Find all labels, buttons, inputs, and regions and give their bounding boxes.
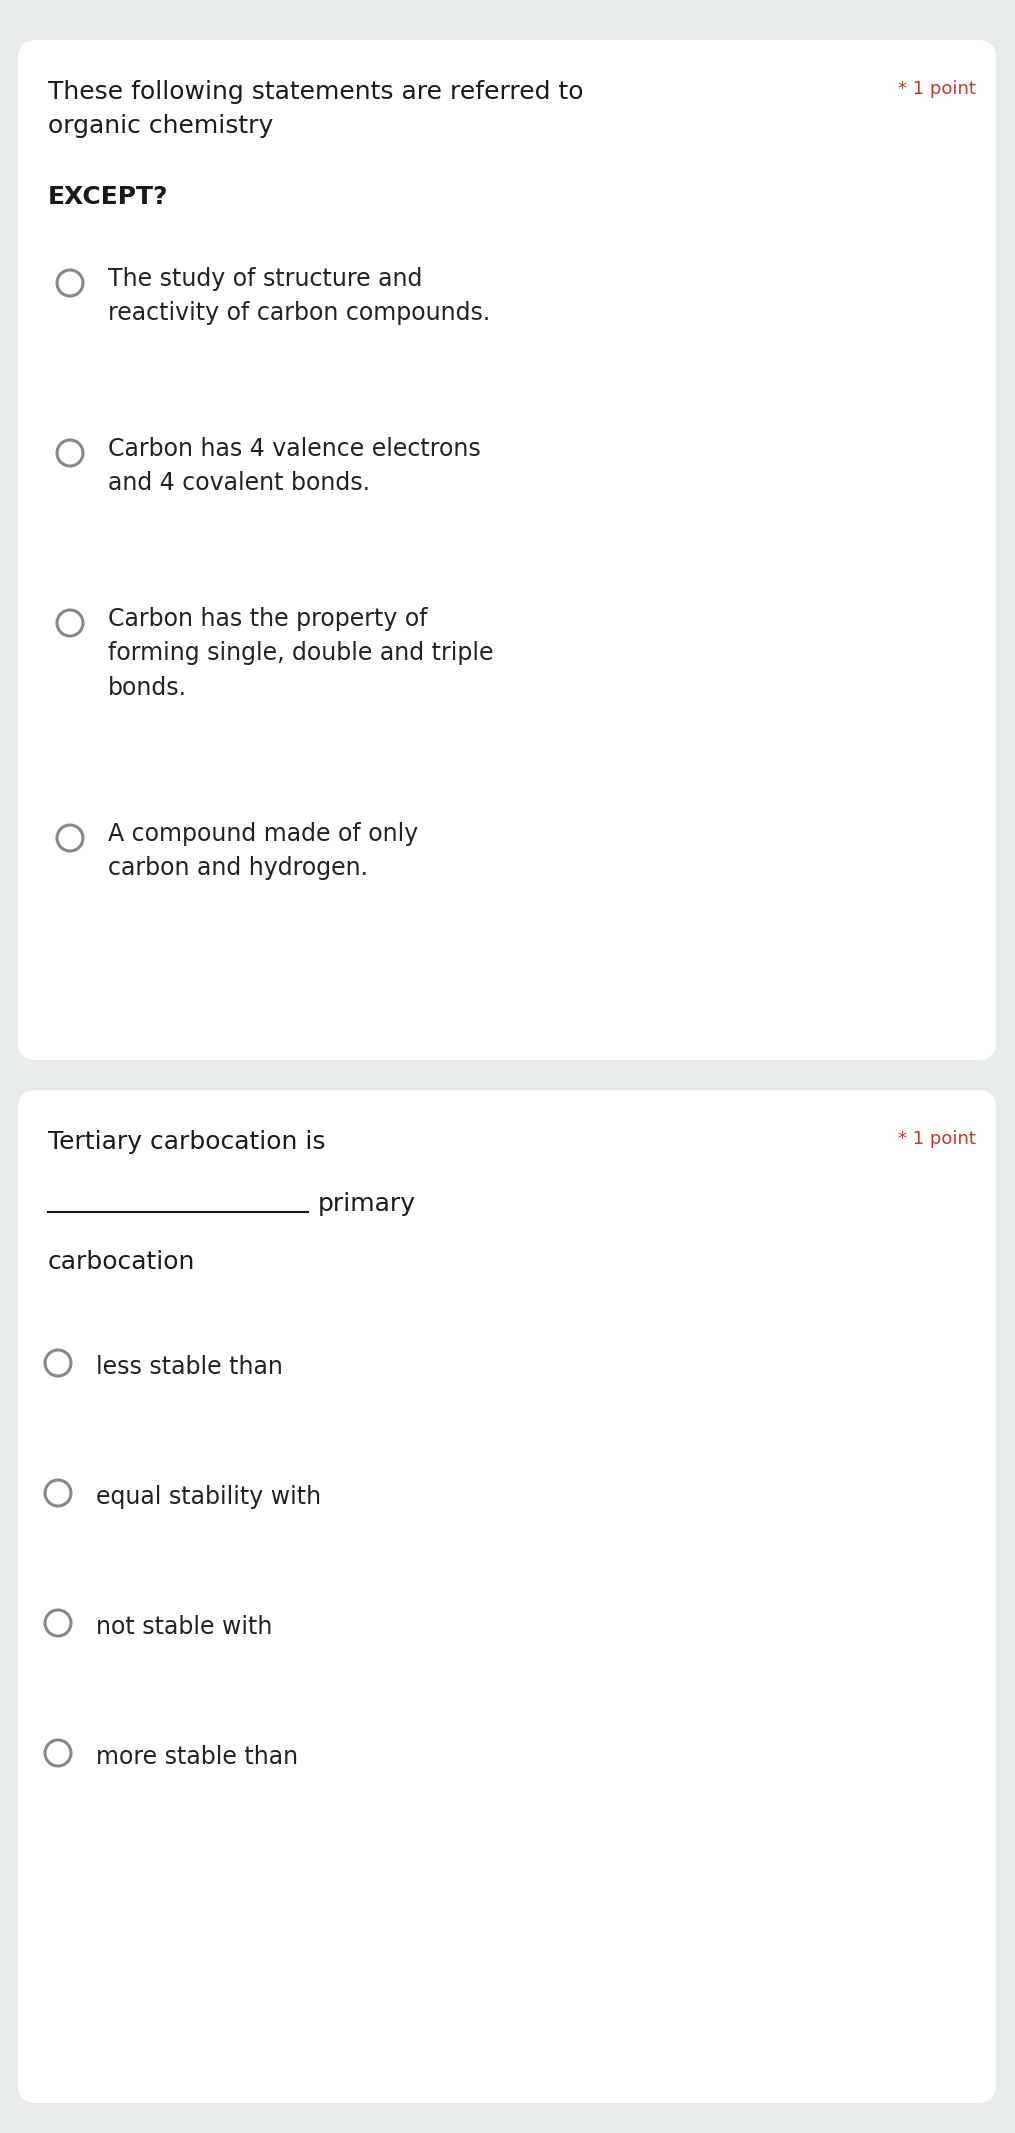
Text: more stable than: more stable than: [96, 1745, 298, 1768]
Text: EXCEPT?: EXCEPT?: [48, 186, 168, 209]
Text: Carbon has 4 valence electrons
and 4 covalent bonds.: Carbon has 4 valence electrons and 4 cov…: [108, 437, 481, 495]
FancyBboxPatch shape: [18, 41, 996, 1060]
Text: The study of structure and
reactivity of carbon compounds.: The study of structure and reactivity of…: [108, 267, 490, 326]
Text: * 1 point: * 1 point: [898, 81, 976, 98]
Text: less stable than: less stable than: [96, 1354, 283, 1380]
Text: not stable with: not stable with: [96, 1615, 272, 1638]
Text: * 1 point: * 1 point: [898, 1130, 976, 1148]
Text: equal stability with: equal stability with: [96, 1485, 321, 1508]
Text: Tertiary carbocation is: Tertiary carbocation is: [48, 1130, 326, 1154]
Text: primary: primary: [318, 1192, 416, 1216]
Text: carbocation: carbocation: [48, 1250, 195, 1273]
FancyBboxPatch shape: [18, 1090, 996, 2103]
Text: A compound made of only
carbon and hydrogen.: A compound made of only carbon and hydro…: [108, 821, 418, 881]
Text: Carbon has the property of
forming single, double and triple
bonds.: Carbon has the property of forming singl…: [108, 608, 493, 700]
Text: These following statements are referred to
organic chemistry: These following statements are referred …: [48, 81, 584, 139]
